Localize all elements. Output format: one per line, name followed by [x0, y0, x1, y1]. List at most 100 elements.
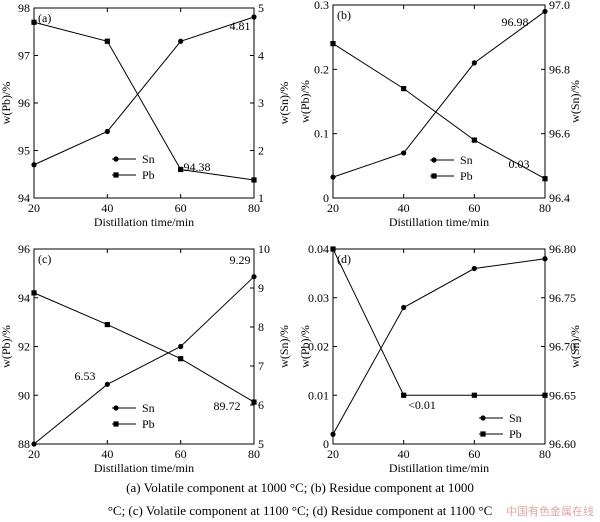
y-left-tick-label: 0.2: [314, 62, 329, 76]
data-point-sn: [330, 174, 336, 180]
data-label: 89.72: [214, 399, 241, 413]
legend-entry-sn: Sn: [142, 401, 155, 415]
y-right-tick-label: 4: [258, 49, 264, 63]
data-point-pb: [330, 246, 336, 252]
y-right-tick-label: 96.65: [549, 388, 576, 402]
y-left-tick-label: 88: [18, 437, 30, 451]
x-tick-label: 40: [101, 447, 113, 461]
data-point-pb: [330, 41, 336, 47]
x-tick-label: 20: [28, 201, 40, 215]
y-left-tick-label: 0.1: [314, 127, 329, 141]
y-left-tick-label: 94: [18, 191, 30, 205]
y-left-tick-label: 97: [18, 49, 30, 63]
chart-panel-b: 20 40 60 80 0 0.1 0.2 0.3 96.4 96.6 96.8 97.0 Distil…: [298, 0, 582, 229]
x-tick-label: 80: [539, 201, 551, 215]
series-line-pb: [33, 292, 255, 403]
series-line-sn: [33, 276, 255, 445]
x-tick-label: 60: [468, 201, 480, 215]
y-left-tick-label: 0.03: [308, 291, 329, 305]
legend-entry-sn: Sn: [460, 153, 473, 167]
data-point-sn: [178, 38, 184, 44]
y-right-tick-label: 3: [258, 96, 264, 110]
data-point-pb: [542, 392, 548, 398]
series-line-sn: [332, 258, 546, 435]
y-right-tick-label: 96.75: [549, 291, 576, 305]
y-right-axis-label: w(Sn)/%: [277, 82, 291, 125]
y-right-axis-label: w(Sn)/%: [568, 325, 582, 368]
data-point-sn: [31, 441, 37, 447]
data-label: 96.98: [502, 15, 529, 29]
legend-marker: [431, 157, 437, 163]
y-right-tick-label: 9: [258, 281, 264, 295]
legend-marker: [431, 173, 437, 179]
y-left-tick-label: 96: [18, 96, 30, 110]
y-left-tick-label: 0.04: [308, 242, 329, 256]
data-point-sn: [104, 128, 110, 135]
x-tick-label: 40: [398, 447, 410, 461]
data-point-pb: [31, 19, 37, 25]
legend-entry-pb: Pb: [142, 168, 155, 182]
data-point-sn: [401, 304, 407, 311]
data-point-pb: [401, 86, 407, 92]
y-right-tick-label: 8: [258, 320, 264, 334]
series-line-sn: [332, 11, 546, 178]
y-left-tick-label: 98: [18, 1, 30, 15]
legend-marker: [113, 421, 119, 427]
x-tick-label: 20: [327, 447, 339, 461]
data-label: 94.38: [184, 160, 211, 174]
plot-frame: [332, 4, 546, 199]
panel-label: (a): [38, 11, 51, 25]
caption-line-1: (a) Volatile component at 1000 °C; (b) R…: [126, 480, 474, 495]
y-right-tick-label: 5: [258, 1, 264, 15]
y-right-axis-label: w(Sn)/%: [568, 80, 582, 123]
data-point-sn: [542, 256, 548, 262]
y-left-axis-label: w(Pb)/%: [298, 80, 312, 123]
x-tick-label: 20: [28, 447, 40, 461]
x-tick-label: 40: [101, 201, 113, 215]
y-left-tick-label: 94: [18, 291, 30, 305]
data-label: 0.03: [509, 157, 530, 171]
y-left-tick-label: 96: [18, 242, 30, 256]
watermark: 中国有色金属在线: [506, 505, 594, 518]
y-left-tick-label: 92: [18, 340, 30, 354]
y-left-axis-label: w(Pb)/%: [0, 82, 13, 125]
caption-line-2: °C; (c) Volatile component at 1100 °C; (…: [107, 503, 493, 518]
y-left-tick-label: 0.02: [308, 340, 329, 354]
data-label: <0.01: [408, 398, 436, 412]
data-point-pb: [401, 392, 407, 398]
legend-entry-sn: Sn: [142, 152, 155, 166]
legend-marker: [480, 415, 486, 421]
series-line-pb: [332, 43, 546, 180]
y-left-axis-label: w(Pb)/%: [298, 325, 312, 368]
y-right-tick-label: 5: [258, 437, 264, 451]
data-label: 9.29: [230, 253, 251, 267]
data-point-sn: [471, 265, 477, 272]
y-right-tick-label: 1: [258, 191, 264, 205]
chart-panel-c: 20 40 60 80 88 90 92 94 96 5 6 7 8 9 10 Distillation ti…: [0, 242, 291, 475]
x-tick-label: 60: [175, 447, 187, 461]
x-tick-label: 80: [248, 447, 260, 461]
y-right-tick-label: 96.70: [549, 340, 576, 354]
x-tick-label: 80: [539, 447, 551, 461]
data-point-sn: [471, 60, 477, 66]
x-tick-label: 80: [248, 201, 260, 215]
y-right-tick-label: 97.0: [549, 0, 570, 12]
data-point-pb: [104, 321, 110, 328]
y-left-tick-label: 95: [18, 144, 30, 158]
y-left-tick-label: 0.3: [314, 0, 329, 12]
y-right-tick-label: 96.4: [549, 191, 570, 205]
y-right-tick-label: 96.6: [549, 127, 570, 141]
y-right-tick-label: 96.8: [549, 62, 570, 76]
panel-label: (b): [337, 8, 351, 22]
y-right-tick-label: 7: [258, 359, 264, 373]
series-line-sn: [33, 16, 255, 166]
data-point-sn: [251, 274, 257, 280]
y-left-tick-label: 0.01: [308, 388, 329, 402]
data-point-pb: [471, 137, 477, 143]
legend-marker: [113, 405, 119, 411]
x-tick-label: 20: [327, 201, 339, 215]
figure-caption: (a) Volatile component at 1000 °C; (b) R…: [0, 476, 600, 522]
chart-panel-d: 20 40 60 80 0 0.01 0.02 0.03 0.04 96.60 96.65 96.70…: [298, 242, 582, 475]
data-point-sn: [251, 14, 257, 20]
x-tick-label: 60: [175, 201, 187, 215]
